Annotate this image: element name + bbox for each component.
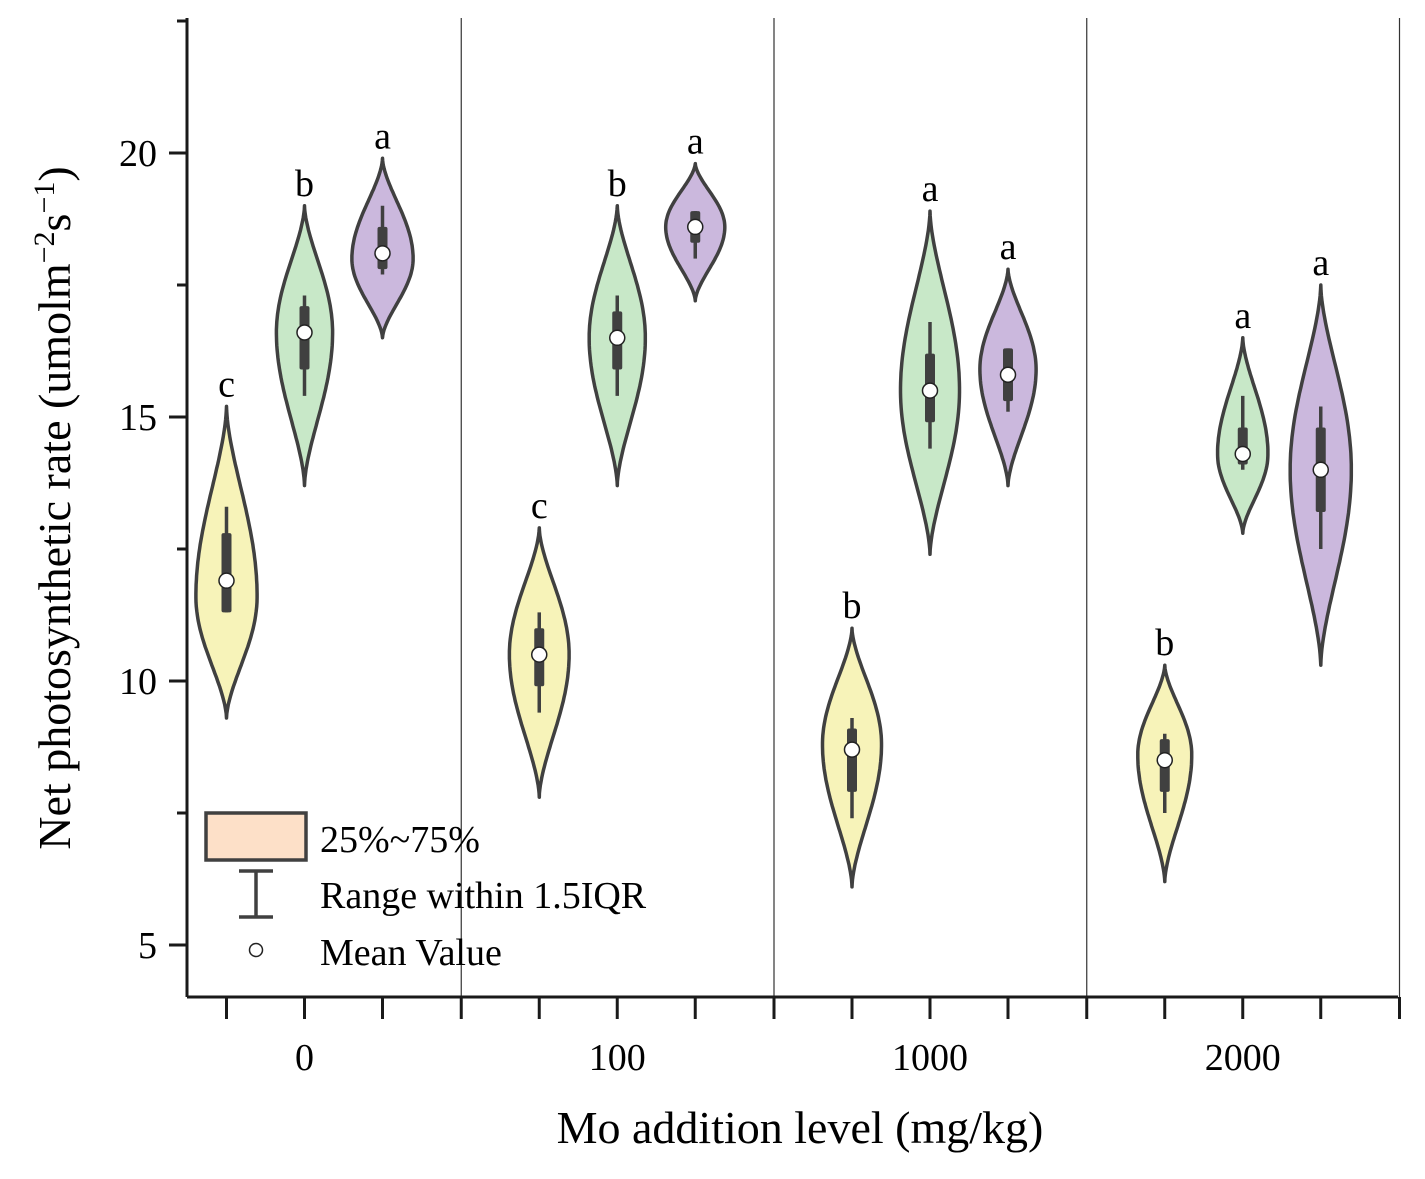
violin-mean-point [218,572,235,589]
y-axis-title-main: Net photosynthetic rate (umolm [29,263,80,850]
violin-mean-point [374,245,391,262]
violins-layer: c b a c b a b a a b a a [194,115,1354,889]
significance-label: b [843,585,862,627]
violin-mean-point [1156,751,1173,769]
violin-mean-point [687,218,704,236]
y-axis-title: Net photosynthetic rate (umolm−2s−1) [28,166,80,849]
significance-label: a [687,121,704,163]
x-tick-label: 2000 [1205,1037,1281,1079]
significance-label: b [608,163,627,205]
legend-label-box: 25%~75% [320,819,480,861]
violin-mean-point [609,329,626,347]
y-tick-label: 5 [138,925,157,967]
x-tick-label: 0 [295,1037,314,1079]
legend-label-whisker: Range within 1.5IQR [320,875,647,917]
significance-label: c [218,363,235,405]
significance-label: b [1155,622,1174,664]
y-tick-label: 10 [119,661,157,703]
group-separators [460,18,1401,997]
violin-mean-point [531,646,548,663]
significance-label: c [531,485,548,527]
legend-whisker-icon [239,869,273,919]
violin-iqr-box [847,728,857,792]
legend-box-swatch [204,811,308,862]
y-ticks: 5 10 15 20 [119,19,187,967]
significance-label: a [1234,295,1251,337]
violin-mean-point [296,324,313,341]
axes-layer [185,18,1398,999]
y-axis-title-mid: s [29,214,80,232]
legend: 25%~75% Range within 1.5IQR Mean Value [204,811,647,974]
x-ticks: 0 100 1000 2000 [225,997,1401,1079]
y-axis-title-end: ) [29,166,80,181]
x-tick-label: 1000 [892,1037,968,1079]
y-axis-title-sup1: −2 [28,231,61,263]
legend-label-mean: Mean Value [320,932,502,974]
y-tick-label: 20 [119,133,157,175]
significance-label: a [922,168,939,210]
significance-label: a [1000,226,1017,268]
significance-label: a [374,115,391,157]
x-axis-title: Mo addition level (mg/kg) [557,1102,1044,1153]
y-axis-title-sup2: −1 [28,182,61,214]
violin-mean-point [999,366,1017,384]
legend-mean-icon [248,942,264,958]
y-tick-label: 15 [119,397,157,439]
violin-mean-point [1312,461,1329,479]
violin-mean-point [921,382,939,399]
violin-mean-point [843,741,861,758]
violin-mean-point [1234,445,1251,463]
significance-label: a [1312,242,1329,284]
significance-label: b [295,163,314,205]
x-tick-label: 100 [589,1037,646,1079]
